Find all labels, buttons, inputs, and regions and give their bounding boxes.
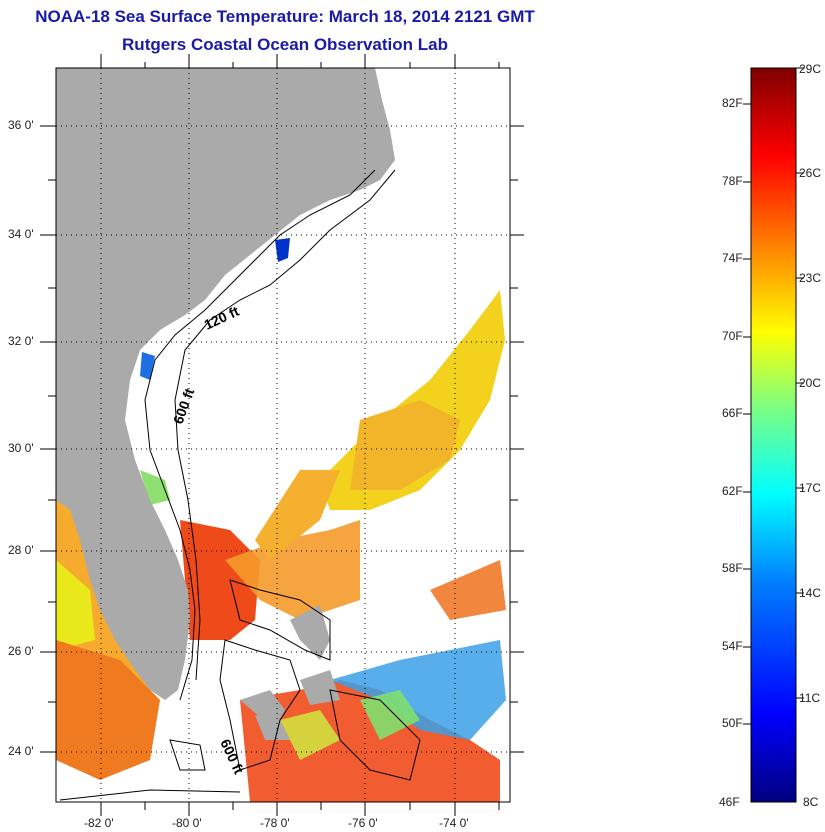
colorbar-label-82f: 82F <box>722 96 743 110</box>
map-frame <box>55 67 511 803</box>
colorbar-label-20c: 20C <box>799 376 822 390</box>
lat-label-30: 30 0' <box>8 441 34 455</box>
colorbar-label-14c: 14C <box>799 586 822 600</box>
colorbar-label-78f: 78F <box>722 174 743 188</box>
lon-ticks <box>100 54 500 816</box>
colorbar-label-62f: 62F <box>722 484 743 498</box>
colorbar-label-29c: 29C <box>799 62 822 76</box>
sst-data-layer <box>56 238 506 802</box>
colorbar-label-8c: 8C <box>803 795 819 809</box>
colorbar-label-50f: 50F <box>722 716 743 730</box>
title-line-1: NOAA-18 Sea Surface Temperature: March 1… <box>35 7 535 26</box>
lon-label-80: -80 0' <box>172 816 202 830</box>
graticule <box>56 68 510 802</box>
colorbar-label-46f: 46F <box>719 795 740 809</box>
lat-ticks <box>40 125 524 753</box>
colorbar-ticks <box>743 67 804 725</box>
colorbar <box>750 67 797 803</box>
land-layer <box>56 68 395 740</box>
lat-label-32: 32 0' <box>8 334 34 348</box>
lat-label-36: 36 0' <box>8 118 34 132</box>
colorbar-label-74f: 74F <box>722 251 743 265</box>
colorbar-label-11c: 11C <box>799 691 821 705</box>
colorbar-label-70f: 70F <box>722 329 743 343</box>
colorbar-label-17c: 17C <box>799 481 822 495</box>
colorbar-label-26c: 26C <box>799 166 822 180</box>
lon-label-82: -82 0' <box>84 816 114 830</box>
lat-label-24: 24 0' <box>8 744 34 758</box>
lon-label-76: -76 0' <box>348 816 378 830</box>
colorbar-label-58f: 58F <box>722 561 743 575</box>
depth-contours <box>59 169 421 801</box>
lat-label-26: 26 0' <box>8 644 34 658</box>
lat-label-28: 28 0' <box>8 543 34 557</box>
colorbar-label-66f: 66F <box>722 406 743 420</box>
title-line-2: Rutgers Coastal Ocean Observation Lab <box>122 35 448 54</box>
colorbar-label-23c: 23C <box>799 271 822 285</box>
colorbar-label-54f: 54F <box>722 639 743 653</box>
lat-label-34: 34 0' <box>8 227 34 241</box>
lon-label-74: -74 0' <box>439 816 469 830</box>
lon-label-78: -78 0' <box>260 816 290 830</box>
